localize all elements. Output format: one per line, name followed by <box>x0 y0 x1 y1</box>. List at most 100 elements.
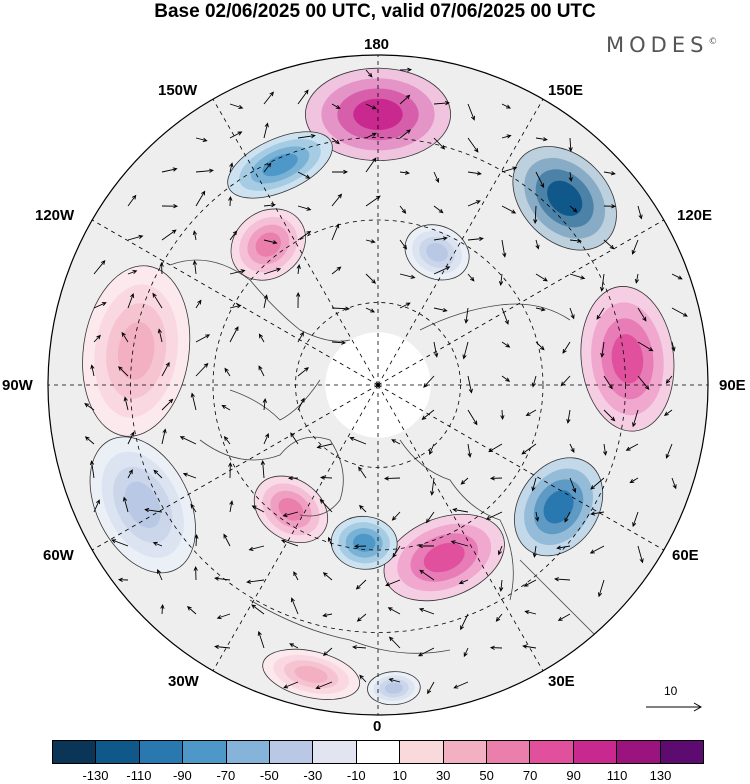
wind-vector <box>221 404 231 411</box>
meridian-210 <box>212 99 379 386</box>
wind-vector <box>423 375 435 388</box>
anomaly-contour <box>353 98 403 131</box>
colorbar-labels: -130 -110 -90 -70 -50 -30 -10 10 30 50 70 90 110 130 <box>0 768 750 784</box>
wind-vector <box>192 260 198 275</box>
wind-vector <box>632 409 639 428</box>
wind-vector <box>331 169 349 175</box>
wind-vector <box>229 131 243 139</box>
wind-vector <box>93 499 100 513</box>
wind-vector <box>229 304 242 309</box>
wind-vector <box>195 299 202 309</box>
anomaly-contour <box>547 180 583 216</box>
colorbar-swatch <box>530 741 574 763</box>
wind-vector <box>93 334 101 343</box>
wind-vector <box>535 341 545 351</box>
colorbar-tick-label: 10 <box>392 768 407 783</box>
wind-vector <box>399 94 411 105</box>
wind-vector <box>365 239 376 244</box>
graticule <box>48 55 708 715</box>
wind-vector <box>429 443 435 456</box>
wind-vector <box>365 103 377 110</box>
wind-vector <box>531 477 537 492</box>
anomaly-contour <box>611 334 644 384</box>
lon-label-0: 0 <box>373 718 382 735</box>
wind-vector <box>263 162 272 173</box>
wind-vector <box>263 294 269 309</box>
colorbar-tick-label: -70 <box>216 768 236 783</box>
wind-vector <box>399 205 407 214</box>
colorbar-tick-label: -110 <box>126 768 152 783</box>
wind-vector <box>418 607 435 615</box>
wind-vector <box>356 613 367 622</box>
reference-vector-label: 10 <box>664 684 678 698</box>
wind-vector <box>596 307 605 320</box>
colorbar-tick-label: -50 <box>259 768 279 783</box>
wind-vector <box>229 162 234 173</box>
wind-vector <box>602 443 608 456</box>
colorbar-tick-label: -10 <box>346 768 366 783</box>
anomaly-cell-7 <box>253 475 328 544</box>
wind-vector <box>421 409 435 421</box>
wind-vector <box>417 647 435 657</box>
wind-vector <box>260 460 266 479</box>
wind-vector <box>84 403 95 411</box>
wind-vector <box>603 171 616 176</box>
wind-vector <box>462 341 469 360</box>
wind-vector <box>399 67 413 72</box>
wind-vector <box>160 603 165 615</box>
wind-vector <box>297 133 316 139</box>
wind-vector <box>223 436 231 445</box>
wind-vector <box>500 409 505 421</box>
wind-vector <box>535 239 540 250</box>
wind-vector <box>665 375 673 384</box>
anomaly-cell-6 <box>330 515 398 570</box>
wind-vector <box>144 507 163 513</box>
wind-vector <box>263 122 269 139</box>
wind-vector <box>248 545 265 551</box>
wind-vector <box>460 477 469 485</box>
wind-vector <box>195 168 214 173</box>
wind-vector <box>467 103 475 121</box>
wind-vector <box>501 134 512 139</box>
wind-vector <box>521 443 537 455</box>
wind-vector <box>179 436 197 445</box>
reference-vector-arrow-icon <box>646 702 703 712</box>
wind-vector <box>385 579 401 587</box>
colorbar-tick-label: 90 <box>566 768 581 783</box>
wind-vector <box>161 229 177 241</box>
wind-vector <box>450 540 469 547</box>
wind-vector <box>290 432 299 445</box>
wind-vector <box>564 511 571 523</box>
colorbar <box>52 740 704 764</box>
wind-vector <box>224 367 231 377</box>
wind-vector <box>600 341 605 358</box>
wind-vector <box>358 466 367 479</box>
wind-vector <box>127 270 138 275</box>
wind-vector <box>637 205 643 220</box>
wind-vector <box>123 396 129 411</box>
lon-label-60w: 60W <box>43 547 74 564</box>
anomaly-contour <box>262 153 298 177</box>
wind-vector <box>190 503 197 513</box>
wind-vector <box>251 505 265 513</box>
anomaly-cell-4 <box>514 457 604 557</box>
wind-vector <box>433 100 450 106</box>
wind-vector <box>319 475 333 480</box>
wind-vector <box>331 340 346 345</box>
wind-vector <box>467 236 484 241</box>
lon-label-150e: 150E <box>548 82 584 99</box>
wind-vector <box>228 195 233 207</box>
copyright-mark: © <box>708 37 718 47</box>
wind-vector <box>388 636 401 649</box>
wind-vector <box>297 367 309 377</box>
north-pole-marker <box>376 383 380 387</box>
colorbar-swatch <box>53 741 97 763</box>
colorbar-tick-label: 30 <box>435 768 451 783</box>
wind-vector <box>399 239 408 250</box>
wind-vector <box>331 266 342 275</box>
wind-vector <box>195 137 208 142</box>
wind-vector <box>93 302 107 309</box>
wind-vector <box>560 375 571 387</box>
wind-vector <box>90 364 95 377</box>
wind-vector <box>263 203 276 208</box>
